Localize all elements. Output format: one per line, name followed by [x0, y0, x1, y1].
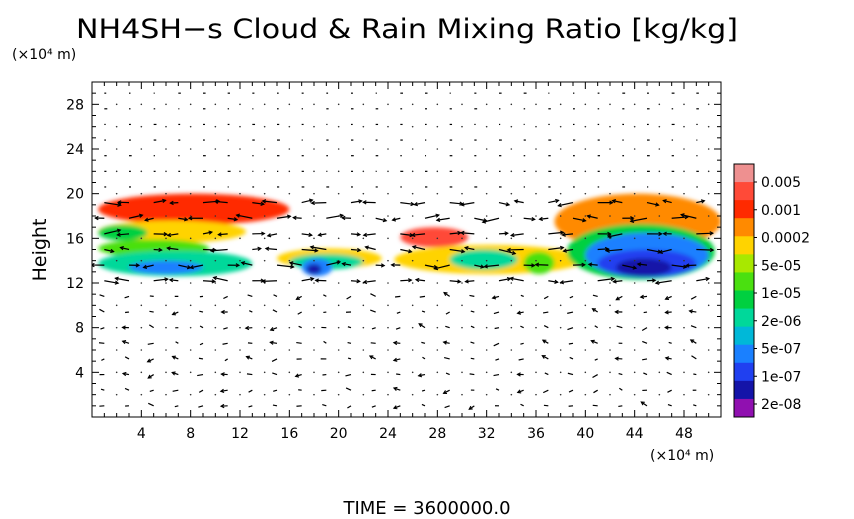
cloud-field: [98, 193, 721, 280]
x-tick-label: 16: [280, 426, 298, 442]
colorbar-swatch: [734, 290, 754, 310]
y-tick-label: 24: [66, 142, 84, 158]
time-footer: TIME = 3600000.0: [342, 498, 510, 519]
cloud-region: [98, 224, 148, 241]
colorbar-label: 0.001: [761, 203, 801, 219]
cloud-region: [98, 193, 290, 225]
wind-vectors: [92, 92, 715, 410]
x-tick-label: 12: [231, 426, 249, 442]
colorbar-swatch: [734, 326, 754, 346]
colorbar-label: 5e-05: [761, 258, 801, 274]
x-tick-label: 44: [626, 426, 644, 442]
cloud-region: [523, 251, 555, 275]
colorbar: 0.005 0.001 0.0002 5e-05 1e-05 2e-06 5e-07 1e-0…: [733, 163, 810, 418]
x-tick-label: 48: [675, 426, 693, 442]
cloud-region: [616, 258, 672, 277]
y-tick-label: 4: [75, 365, 84, 381]
y-tick-label: 12: [66, 276, 84, 292]
colorbar-swatch: [734, 380, 754, 400]
x-tick-label: 20: [330, 426, 348, 442]
x-unit-label: (×10⁴ m): [650, 448, 714, 464]
colorbar-swatch: [734, 308, 754, 328]
colorbar-swatch: [734, 200, 754, 219]
y-unit-label: (×10⁴ m): [12, 47, 76, 63]
y-tick-label: 16: [66, 231, 84, 247]
x-tick-label: 32: [478, 426, 496, 442]
colorbar-label: 0.005: [761, 175, 801, 191]
colorbar-label: 0.0002: [761, 231, 810, 247]
x-tick-label: 4: [137, 426, 146, 442]
y-axis-label: Height: [29, 219, 51, 282]
cloud-region: [129, 260, 203, 275]
colorbar-label: 1e-05: [761, 286, 801, 302]
colorbar-label: 5e-07: [761, 342, 801, 358]
y-tick-label: 20: [66, 187, 84, 203]
chart-title: NH4SH−s Cloud & Rain Mixing Ratio [kg/kg…: [76, 14, 738, 45]
colorbar-swatch: [734, 236, 754, 255]
x-tick-label: 8: [186, 426, 195, 442]
y-tick-label: 8: [75, 321, 84, 337]
ticks: [92, 82, 721, 417]
colorbar-frame: [733, 163, 755, 418]
x-tick-label: 24: [379, 426, 397, 442]
x-tick-label: 40: [576, 426, 594, 442]
x-tick-label: 36: [527, 426, 545, 442]
cloud-region: [400, 227, 469, 248]
cloud-region: [449, 249, 518, 270]
grid: [115, 103, 710, 396]
x-tick-label: 28: [428, 426, 446, 442]
cloud-region: [306, 264, 322, 275]
colorbar-swatch: [734, 344, 754, 364]
colorbar-swatch: [734, 398, 754, 418]
colorbar-swatch: [734, 254, 754, 273]
colorbar-swatch: [734, 182, 754, 201]
colorbar-swatch: [734, 272, 754, 291]
y-tick-label: 28: [66, 97, 84, 113]
colorbar-swatch: [734, 362, 754, 382]
colorbar-swatch: [734, 164, 754, 183]
colorbar-label: 1e-07: [761, 369, 801, 385]
colorbar-label: 2e-06: [761, 314, 801, 330]
colorbar-swatch: [734, 218, 754, 237]
colorbar-label: 2e-08: [761, 397, 801, 413]
